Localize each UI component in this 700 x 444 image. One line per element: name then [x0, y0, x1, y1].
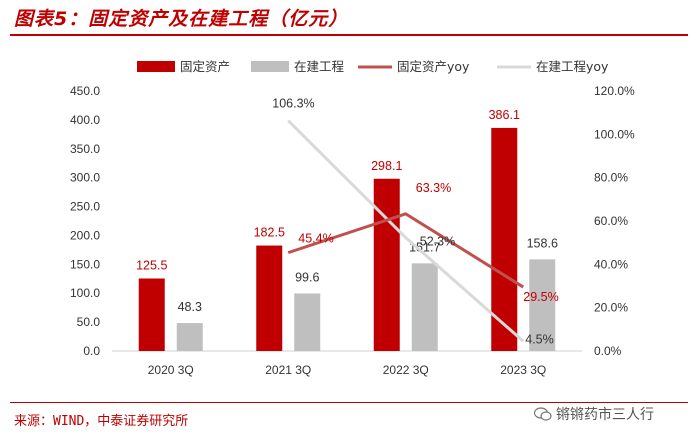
y2-tick-label: 100.0%	[594, 127, 635, 141]
line-label-fixed-assets-yoy: 45.4%	[298, 232, 333, 246]
y2-tick-label: 20.0%	[594, 301, 628, 315]
y-tick-label: 300.0	[70, 171, 100, 185]
bar-label-construction: 48.3	[178, 300, 202, 314]
line-label-construction-yoy: 106.3%	[272, 97, 314, 111]
line-construction-yoy	[287, 119, 525, 343]
bar-label-fixed-assets: 125.5	[136, 258, 167, 272]
x-tick-label: 2020 3Q	[148, 363, 194, 377]
y-tick-label: 0.0	[83, 344, 100, 358]
wechat-icon	[534, 407, 552, 421]
x-tick-label: 2022 3Q	[383, 363, 429, 377]
watermark-text: 锵锵药市三人行	[556, 407, 654, 423]
y2-tick-label: 40.0%	[594, 257, 628, 271]
bar-label-fixed-assets: 298.1	[371, 159, 402, 173]
bar-fixed-assets	[138, 278, 165, 351]
legend-label-construction-yoy: 在建工程yoy	[536, 59, 609, 74]
bar-construction	[529, 259, 556, 351]
source-note: 来源：WIND，中泰证券研究所	[14, 414, 189, 429]
line-label-fixed-assets-yoy: 63.3%	[416, 181, 451, 195]
bar-label-fixed-assets: 182.5	[254, 226, 285, 240]
y2-tick-label: 0.0%	[594, 344, 622, 358]
y2-tick-label: 60.0%	[594, 214, 628, 228]
x-tick-label: 2021 3Q	[265, 363, 311, 377]
bar-label-construction: 151.7	[409, 240, 440, 254]
bar-construction	[411, 263, 438, 351]
watermark: 锵锵药市三人行	[534, 404, 654, 424]
title-rule	[10, 34, 688, 36]
line-label-construction-yoy: 52.3%	[420, 235, 455, 249]
bar-label-construction: 158.6	[527, 236, 558, 250]
y-tick-label: 200.0	[70, 228, 100, 242]
y-tick-label: 350.0	[70, 142, 100, 156]
source-rule	[10, 402, 688, 403]
legend-swatch-fixed-assets	[137, 61, 175, 72]
bar-fixed-assets	[491, 127, 518, 351]
y2-tick-label: 120.0%	[594, 84, 635, 98]
bar-construction	[176, 323, 203, 351]
chart-canvas: 0.0 50.0 100.0 150.0 200.0 250.0 300.0 350.0 400…	[70, 59, 635, 377]
y-tick-label: 250.0	[70, 200, 100, 214]
line-fixed-assets-yoy	[287, 212, 525, 289]
bar-fixed-assets	[373, 178, 400, 351]
x-tick-label: 2023 3Q	[500, 363, 546, 377]
y-tick-label: 450.0	[70, 84, 100, 98]
line-label-fixed-assets-yoy: 29.5%	[523, 290, 558, 304]
y-tick-label: 150.0	[70, 257, 100, 271]
y-tick-label: 100.0	[70, 286, 100, 300]
legend-label-fixed-assets-yoy: 固定资产yoy	[397, 59, 470, 74]
figure-title: 图表5：固定资产及在建工程（亿元）	[14, 8, 349, 30]
bar-label-fixed-assets: 386.1	[489, 108, 520, 122]
bar-label-construction: 99.6	[295, 270, 319, 284]
legend-label-fixed-assets: 固定资产	[180, 59, 230, 74]
y-tick-label: 50.0	[77, 315, 101, 329]
legend-label-construction: 在建工程	[294, 59, 345, 74]
y-tick-label: 400.0	[70, 113, 100, 127]
bar-fixed-assets	[256, 245, 283, 351]
bar-construction	[294, 293, 321, 351]
line-label-construction-yoy: 4.5%	[525, 332, 554, 346]
y2-tick-label: 80.0%	[594, 171, 628, 185]
legend-swatch-construction	[251, 61, 289, 72]
